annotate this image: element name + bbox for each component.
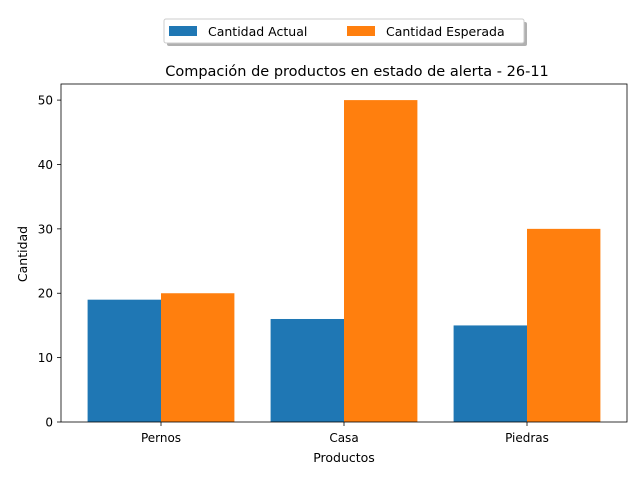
y-tick-label: 50 — [38, 94, 53, 108]
bar-piedras-series-1 — [453, 325, 527, 422]
legend-swatch-2 — [347, 26, 375, 36]
y-tick-label: 0 — [45, 416, 53, 430]
x-tick-label: Piedras — [505, 431, 549, 445]
legend: Cantidad Actual Cantidad Esperada — [163, 18, 527, 46]
y-tick-label: 40 — [38, 158, 53, 172]
legend-label-1: Cantidad Actual — [208, 24, 307, 39]
bar-piedras-series-2 — [527, 228, 601, 422]
plot-frame — [60, 83, 628, 423]
x-tick-label: Pernos — [141, 431, 181, 445]
y-axis-label: Cantidad — [15, 226, 30, 282]
bar-pernos-series-2 — [161, 293, 235, 422]
y-tick-label: 10 — [38, 351, 53, 365]
bar-casa-series-1 — [270, 318, 344, 422]
legend-box — [163, 18, 525, 44]
chart-title: Compación de productos en estado de aler… — [165, 64, 549, 80]
bar-casa-series-2 — [344, 100, 418, 422]
x-tick-label: Casa — [329, 431, 358, 445]
bar-pernos-series-1 — [87, 299, 161, 422]
plot-area: Pernos Casa Piedras 0 10 20 30 40 50 — [38, 83, 628, 445]
y-tick-label: 30 — [38, 222, 53, 236]
x-axis-label: Productos — [313, 450, 375, 465]
legend-swatch-1 — [169, 26, 197, 36]
y-tick-label: 20 — [38, 287, 53, 301]
legend-label-2: Cantidad Esperada — [386, 24, 505, 39]
